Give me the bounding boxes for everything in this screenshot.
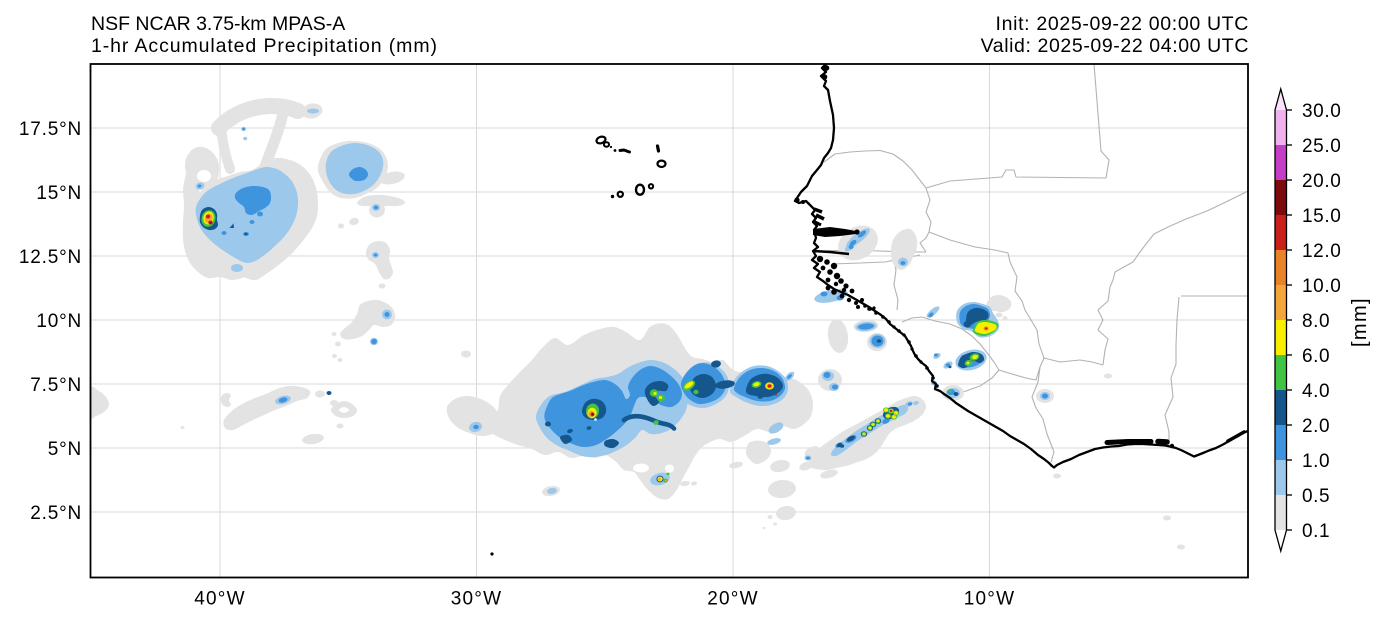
svg-text:Init: 2025-09-22 00:00 UTC: Init: 2025-09-22 00:00 UTC	[996, 13, 1249, 35]
svg-text:6.0: 6.0	[1302, 346, 1330, 367]
svg-text:20.0: 20.0	[1302, 171, 1341, 192]
svg-text:20°W: 20°W	[707, 588, 758, 609]
svg-text:10°N: 10°N	[36, 311, 82, 332]
svg-text:40°W: 40°W	[194, 588, 245, 609]
svg-text:12.0: 12.0	[1302, 241, 1341, 262]
svg-text:15.0: 15.0	[1302, 206, 1341, 227]
svg-text:[mm]: [mm]	[1349, 297, 1371, 347]
svg-text:5°N: 5°N	[48, 439, 82, 460]
svg-text:Valid: 2025-09-22 04:00 UTC: Valid: 2025-09-22 04:00 UTC	[981, 35, 1249, 57]
svg-text:30.0: 30.0	[1302, 101, 1341, 122]
svg-text:0.5: 0.5	[1302, 486, 1330, 507]
svg-text:7.5°N: 7.5°N	[30, 375, 82, 396]
svg-text:10.0: 10.0	[1302, 276, 1341, 297]
svg-text:12.5°N: 12.5°N	[19, 247, 82, 268]
svg-text:2.5°N: 2.5°N	[30, 503, 82, 524]
svg-text:1-hr Accumulated Precipitation: 1-hr Accumulated Precipitation (mm)	[91, 35, 438, 57]
svg-text:17.5°N: 17.5°N	[19, 119, 82, 140]
svg-text:8.0: 8.0	[1302, 311, 1330, 332]
svg-text:30°W: 30°W	[451, 588, 502, 609]
svg-text:15°N: 15°N	[36, 183, 82, 204]
svg-text:4.0: 4.0	[1302, 381, 1330, 402]
svg-text:10°W: 10°W	[964, 588, 1015, 609]
svg-text:25.0: 25.0	[1302, 136, 1341, 157]
svg-text:0.1: 0.1	[1302, 521, 1330, 542]
svg-text:2.0: 2.0	[1302, 416, 1330, 437]
svg-text:1.0: 1.0	[1302, 451, 1330, 472]
svg-text:NSF NCAR 3.75-km MPAS-A: NSF NCAR 3.75-km MPAS-A	[91, 13, 345, 35]
